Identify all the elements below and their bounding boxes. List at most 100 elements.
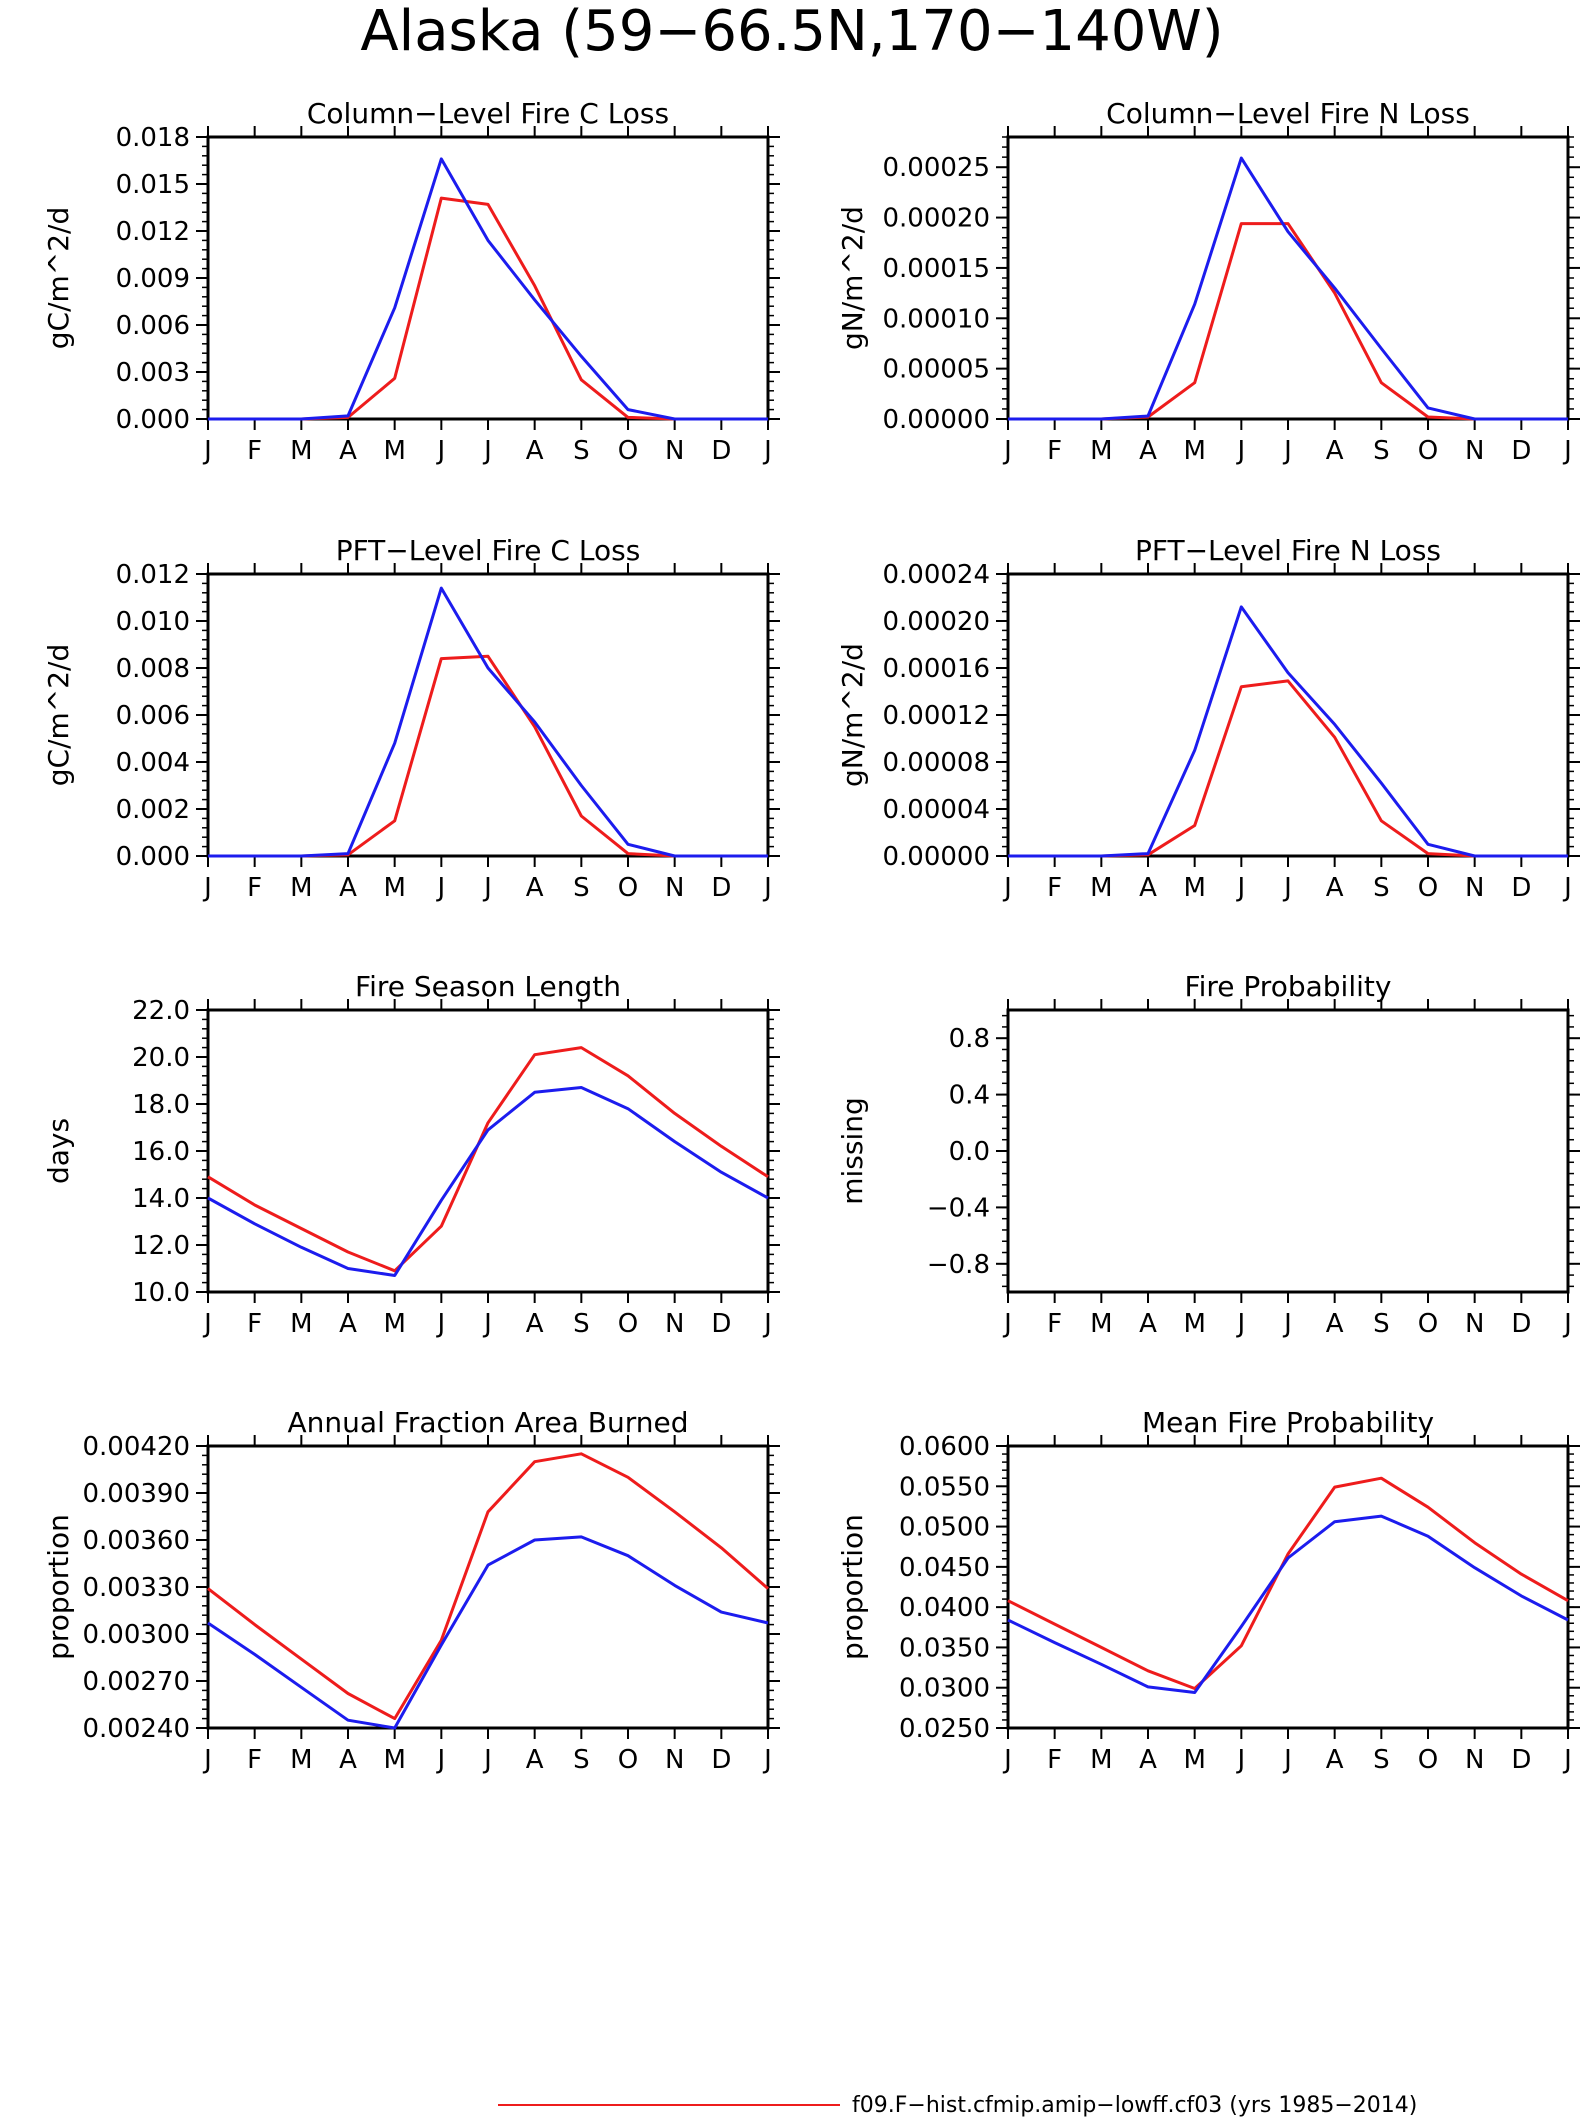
panel-4: J F M A M J J A S O N D J0.000000.000040.000080.0001… (836, 534, 1580, 903)
x-tick-label: S (1373, 873, 1390, 903)
panel-1: J F M A M J J A S O N D J0.0000.0030.0060.0090.0120.… (42, 97, 780, 466)
y-tick-label: 0.006 (116, 311, 190, 341)
x-tick-label: J (435, 1309, 445, 1339)
y-tick-label: 0.015 (116, 170, 190, 200)
x-tick-label: J (202, 873, 212, 903)
x-tick-label: A (1139, 873, 1157, 903)
x-tick-label: N (1465, 873, 1484, 903)
y-tick-label: 0.018 (116, 123, 190, 153)
x-tick-label: D (711, 436, 731, 466)
x-tick-label: N (665, 873, 684, 903)
x-tick-label: J (482, 436, 492, 466)
x-tick-label: J (1562, 436, 1572, 466)
panel-3: J F M A M J J A S O N D J0.0000.0020.0040.0060.0080.… (42, 534, 780, 903)
y-tick-label: 0.00360 (82, 1526, 190, 1556)
panel-8: J F M A M J J A S O N D J0.02500.03000.03500.04000.0… (836, 1406, 1580, 1775)
x-tick-label: F (1047, 873, 1062, 903)
x-tick-label: J (482, 1745, 492, 1775)
series-line-red (208, 196, 768, 421)
y-tick-label: 12.0 (132, 1231, 190, 1261)
x-tick-label: O (618, 1745, 638, 1775)
series-line-blue (208, 157, 768, 421)
x-tick-label: J (1235, 1745, 1245, 1775)
x-tick-label: J (1282, 1745, 1292, 1775)
x-tick-label: M (1183, 1745, 1205, 1775)
series-line-blue (208, 586, 768, 858)
x-tick-label: D (711, 1745, 731, 1775)
legend-label-red: f09.F−hist.cfmip.amip−lowff.cf03 (yrs 19… (852, 2093, 1417, 2118)
series-line-blue (1007, 1514, 1569, 1694)
y-tick-label: 0.00012 (882, 701, 990, 731)
y-tick-label: 0.0550 (899, 1472, 990, 1502)
y-tick-label: 0.0500 (899, 1513, 990, 1543)
x-tick-label: A (1326, 1745, 1344, 1775)
x-tick-label: J (435, 873, 445, 903)
y-tick-label: 0.000 (116, 842, 190, 872)
x-tick-label: J (202, 1309, 212, 1339)
y-axis-label: proportion (42, 1514, 75, 1660)
x-tick-label: F (247, 1745, 262, 1775)
x-tick-label: J (435, 1745, 445, 1775)
x-tick-label: A (526, 436, 544, 466)
x-tick-label: S (573, 873, 590, 903)
y-tick-label: 0.0300 (899, 1674, 990, 1704)
x-tick-label: N (1465, 1309, 1484, 1339)
series-line-red (1007, 1476, 1569, 1690)
series-line-red (1008, 222, 1568, 421)
y-tick-label: 0.00330 (82, 1573, 190, 1603)
x-tick-label: A (339, 1745, 357, 1775)
x-tick-label: J (482, 873, 492, 903)
x-tick-label: D (1511, 436, 1531, 466)
y-tick-label: 0.00025 (882, 153, 990, 183)
y-tick-label: 0.00015 (882, 254, 990, 284)
x-tick-label: J (1562, 1745, 1572, 1775)
panel-title: Column−Level Fire C Loss (307, 97, 669, 130)
y-axis-label: gN/m^2/d (836, 206, 869, 350)
x-tick-label: J (762, 436, 772, 466)
y-tick-label: 0.4 (949, 1081, 990, 1111)
x-tick-label: D (711, 873, 731, 903)
x-tick-label: D (711, 1309, 731, 1339)
x-tick-label: M (383, 873, 405, 903)
x-tick-label: J (762, 1745, 772, 1775)
x-tick-label: F (1047, 1745, 1062, 1775)
x-tick-label: N (665, 1745, 684, 1775)
y-tick-label: 0.0350 (899, 1633, 990, 1663)
x-tick-label: S (1373, 1745, 1390, 1775)
y-tick-label: 14.0 (132, 1184, 190, 1214)
plot-frame (206, 135, 770, 421)
x-tick-label: J (482, 1309, 492, 1339)
y-tick-label: 0.00016 (882, 654, 990, 684)
y-tick-label: 0.00020 (882, 607, 990, 637)
x-tick-label: M (1090, 436, 1112, 466)
x-tick-label: J (435, 436, 445, 466)
x-tick-label: J (1002, 1309, 1012, 1339)
x-tick-label: A (526, 873, 544, 903)
x-tick-label: S (1373, 1309, 1390, 1339)
panel-5: J F M A M J J A S O N D J10.012.014.016.018.020.022.… (42, 970, 780, 1339)
plot-frame (206, 1444, 770, 1730)
x-tick-label: J (202, 436, 212, 466)
series-line-red (207, 1046, 769, 1273)
y-tick-label: 10.0 (132, 1278, 190, 1308)
y-tick-label: 0.00020 (882, 204, 990, 234)
x-tick-label: M (290, 873, 312, 903)
x-tick-label: M (1183, 436, 1205, 466)
x-tick-label: O (618, 1309, 638, 1339)
y-axis-label: gC/m^2/d (42, 644, 75, 787)
y-tick-label: 0.010 (116, 607, 190, 637)
x-tick-label: A (526, 1745, 544, 1775)
y-tick-label: 22.0 (132, 996, 190, 1026)
x-tick-label: J (1235, 436, 1245, 466)
x-tick-label: J (1562, 1309, 1572, 1339)
y-axis-label: missing (836, 1097, 869, 1205)
panel-title: Mean Fire Probability (1142, 1406, 1434, 1439)
x-tick-label: S (573, 1309, 590, 1339)
y-tick-label: 0.00000 (882, 405, 990, 435)
series-line-blue (1008, 156, 1568, 421)
y-tick-label: 0.00000 (882, 842, 990, 872)
panel-title: Column−Level Fire N Loss (1106, 97, 1470, 130)
y-tick-label: 0.00004 (882, 795, 990, 825)
x-tick-label: M (290, 1309, 312, 1339)
